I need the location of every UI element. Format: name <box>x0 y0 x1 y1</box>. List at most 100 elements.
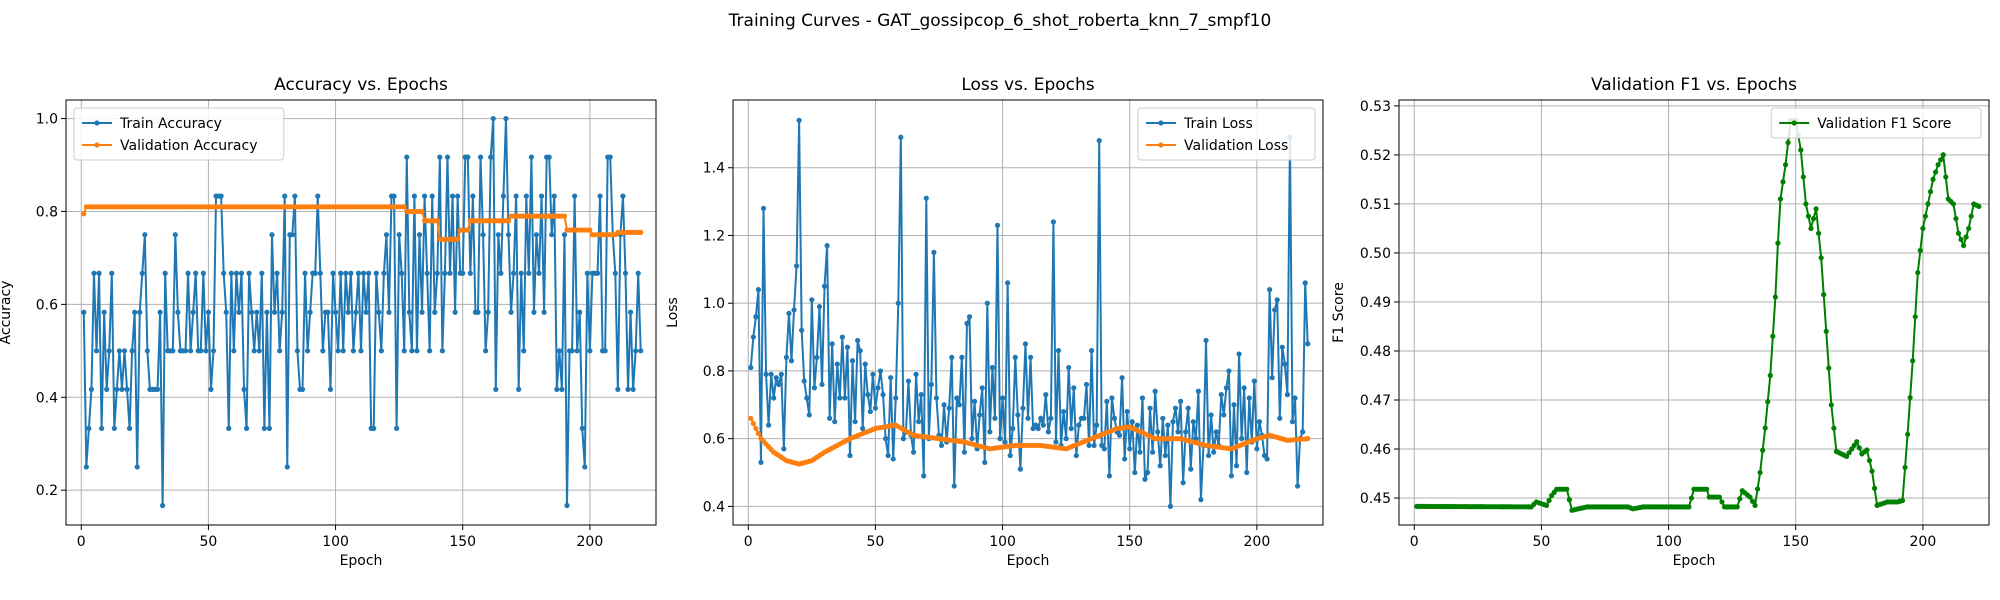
data-point <box>844 344 851 350</box>
data-point <box>969 436 975 442</box>
data-point <box>421 193 428 199</box>
data-point <box>264 309 270 315</box>
data-point <box>1218 392 1224 398</box>
data-point <box>193 270 199 276</box>
data-point <box>1780 179 1786 185</box>
data-point <box>1294 483 1301 489</box>
data-point <box>434 218 440 224</box>
data-point <box>554 386 560 392</box>
data-point <box>134 464 140 470</box>
data-point <box>1165 422 1171 428</box>
data-point <box>99 425 105 431</box>
data-point <box>139 270 145 276</box>
data-point <box>538 193 545 199</box>
data-point <box>755 287 762 293</box>
data-point <box>83 464 89 470</box>
data-point <box>1907 394 1913 401</box>
data-point <box>1566 497 1572 503</box>
data-point <box>442 270 448 276</box>
data-point <box>977 412 983 418</box>
legend-box <box>1137 107 1316 161</box>
x-tick-label: 50 <box>866 534 884 550</box>
data-point <box>1256 419 1263 425</box>
data-point <box>1007 452 1013 459</box>
data-point <box>753 314 759 320</box>
data-point <box>106 348 112 354</box>
data-point <box>584 270 590 276</box>
data-point <box>332 309 339 315</box>
data-point <box>824 243 830 249</box>
data-point <box>228 270 234 276</box>
data-point <box>1221 412 1227 418</box>
data-point <box>521 348 527 354</box>
data-point <box>154 386 161 392</box>
data-point <box>162 270 168 276</box>
legend-swatch-marker <box>1158 120 1164 126</box>
data-point <box>959 354 965 360</box>
data-point <box>804 395 810 401</box>
data-point <box>809 297 815 303</box>
data-point <box>1241 385 1247 391</box>
data-point <box>870 371 876 377</box>
data-point <box>748 415 754 421</box>
data-point <box>1155 429 1161 435</box>
data-point <box>348 270 354 276</box>
data-point <box>447 270 453 276</box>
data-point <box>200 270 206 276</box>
data-point <box>635 270 641 276</box>
data-point <box>505 218 512 224</box>
data-point <box>432 309 438 315</box>
data-point <box>997 436 1003 442</box>
data-point <box>271 309 278 315</box>
data-point <box>783 354 790 360</box>
data-point <box>490 115 496 122</box>
data-point <box>299 386 306 392</box>
data-point <box>274 270 280 276</box>
data-point <box>1195 388 1201 394</box>
data-point <box>251 348 257 354</box>
data-point <box>1147 405 1153 411</box>
x-tick-label: 100 <box>989 534 1016 550</box>
data-point <box>1022 341 1029 347</box>
data-point <box>1940 152 1946 158</box>
data-point <box>1231 402 1237 408</box>
data-point <box>819 381 825 388</box>
data-point <box>1813 206 1819 212</box>
data-point <box>1050 219 1057 225</box>
x-tick-label: 150 <box>1116 534 1143 550</box>
data-point <box>638 229 644 235</box>
data-point <box>992 415 998 421</box>
data-point <box>1686 504 1692 510</box>
data-point <box>1157 463 1163 469</box>
y-tick-label: 1.0 <box>703 296 725 312</box>
data-point <box>561 213 568 219</box>
data-point <box>1137 449 1143 455</box>
data-point <box>330 270 336 276</box>
data-point <box>1017 466 1023 472</box>
data-point <box>799 327 805 333</box>
data-point <box>1760 447 1766 453</box>
subplot-3: 0 50 100 150 200 0.45 0.46 0.47 0.48 0.49 0.50 0.51… <box>1331 75 1990 569</box>
data-point <box>409 348 415 354</box>
data-point <box>1899 497 1906 504</box>
data-point <box>1167 503 1174 509</box>
data-point <box>1144 469 1151 476</box>
data-point <box>1719 499 1725 505</box>
data-point <box>259 270 265 276</box>
data-point <box>587 348 593 354</box>
data-point <box>241 386 247 392</box>
data-point <box>989 364 996 371</box>
data-point <box>1251 378 1257 384</box>
data-point <box>1963 234 1969 240</box>
data-point <box>630 386 636 392</box>
data-point <box>806 412 812 418</box>
data-point <box>1737 496 1743 502</box>
grid-lines <box>1399 100 1989 525</box>
subplot-2: 0 50 100 150 200 0.4 0.6 0.8 1.0 1.2 1.4 Loss vs. E… <box>665 75 1324 569</box>
data-point <box>1704 486 1710 492</box>
data-point <box>1244 469 1250 476</box>
y-tick-label: 0.45 <box>1360 491 1391 507</box>
data-point <box>116 348 123 354</box>
x-tick-label: 200 <box>1910 534 1937 550</box>
data-point <box>1002 439 1008 445</box>
